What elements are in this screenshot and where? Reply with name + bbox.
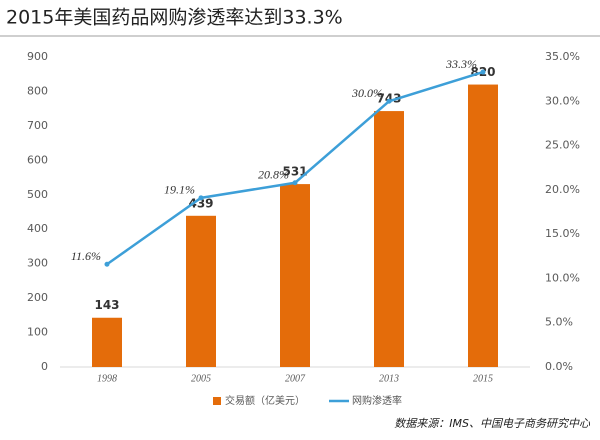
legend-label: 交易额（亿美元） xyxy=(225,394,305,407)
x-tick-label: 2007 xyxy=(285,373,306,384)
line-point xyxy=(104,261,110,267)
y2-tick-label: 5.0% xyxy=(545,316,573,329)
legend-swatch xyxy=(213,397,221,405)
y2-tick-label: 25.0% xyxy=(545,139,580,152)
y-tick-label: 0 xyxy=(41,360,48,373)
x-tick-label: 2013 xyxy=(379,373,399,384)
bar xyxy=(92,317,122,367)
line-value-label: 11.6% xyxy=(71,249,101,263)
legend-label: 网购渗透率 xyxy=(352,394,402,407)
bar xyxy=(374,111,404,367)
x-tick-label: 2015 xyxy=(473,373,493,384)
y-tick-label: 500 xyxy=(27,188,48,201)
y-tick-label: 700 xyxy=(27,119,48,132)
y-tick-label: 300 xyxy=(27,257,48,270)
chart-title: 2015年美国药品网购渗透率达到33.3% xyxy=(6,7,343,29)
line-point xyxy=(292,180,298,186)
line-point xyxy=(386,98,392,104)
bar xyxy=(280,184,310,367)
bar-value-label: 439 xyxy=(188,196,213,210)
y-tick-label: 600 xyxy=(27,153,48,166)
y2-tick-label: 0.0% xyxy=(545,360,573,373)
y-tick-label: 100 xyxy=(27,326,48,339)
line-value-label: 30.0% xyxy=(351,86,383,100)
x-tick-label: 2005 xyxy=(191,373,211,384)
line-point xyxy=(480,69,486,75)
y2-tick-label: 15.0% xyxy=(545,227,580,240)
bar-value-label: 143 xyxy=(94,298,119,312)
y2-tick-label: 35.0% xyxy=(545,50,580,63)
bar-value-label: 743 xyxy=(376,92,401,106)
x-tick-label: 1998 xyxy=(97,373,117,384)
line-value-label: 20.8% xyxy=(258,168,289,182)
line-value-label: 19.1% xyxy=(164,183,195,197)
y-tick-label: 400 xyxy=(27,222,48,235)
y2-tick-label: 10.0% xyxy=(545,271,580,284)
bar xyxy=(186,215,216,367)
line-value-label: 33.3% xyxy=(445,57,477,71)
y2-tick-label: 30.0% xyxy=(545,94,580,107)
y-tick-label: 200 xyxy=(27,291,48,304)
bar xyxy=(468,84,498,368)
y2-tick-label: 20.0% xyxy=(545,183,580,196)
y-tick-label: 900 xyxy=(27,50,48,63)
y-tick-label: 800 xyxy=(27,84,48,97)
line-point xyxy=(198,195,204,201)
source-note: 数据来源：IMS、中国电子商务研究中心 xyxy=(394,417,591,430)
